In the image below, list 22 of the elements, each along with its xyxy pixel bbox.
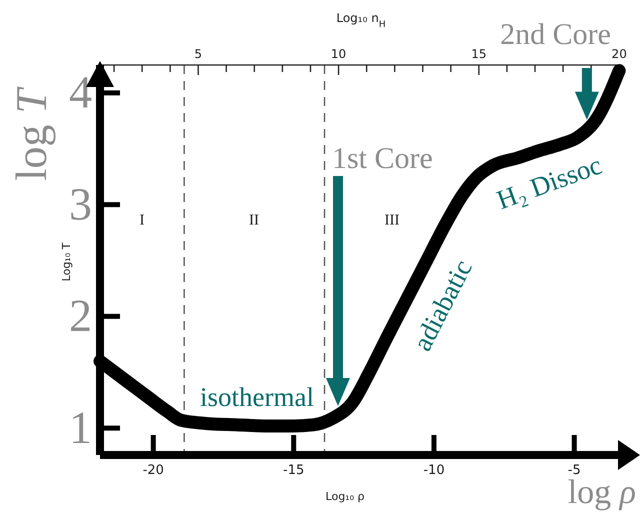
annotation: isothermal xyxy=(200,382,314,412)
x2-axis-title: Log₁₀ n$_{H}$ xyxy=(336,11,386,30)
annotation: II xyxy=(249,212,259,228)
annotation: 1st Core xyxy=(332,142,433,175)
y-tick-label: 3 xyxy=(69,178,92,230)
x2-tick-label: 15 xyxy=(471,47,487,61)
annotation: I xyxy=(140,212,144,228)
annotation: H₂ Dissoc xyxy=(492,150,606,216)
x2-tick-label: 10 xyxy=(330,47,346,61)
annotation: III xyxy=(384,212,400,228)
x2-tick-label: 5 xyxy=(194,47,202,61)
y-tick-label: 4 xyxy=(69,66,92,118)
text: Log₁₀ T xyxy=(60,242,73,282)
y-tick-label: 1 xyxy=(69,402,92,453)
y-tick-label: 2 xyxy=(69,290,92,342)
x-tick-label: -10 xyxy=(423,463,445,478)
y-axis-title: log T xyxy=(7,86,56,181)
text: Log₁₀ ρ xyxy=(326,490,364,503)
x-tick-label: -15 xyxy=(283,463,304,478)
annotation: 2nd Core xyxy=(500,18,611,51)
x2-tick-label: 20 xyxy=(612,47,627,61)
x-tick-label: -20 xyxy=(142,463,164,478)
